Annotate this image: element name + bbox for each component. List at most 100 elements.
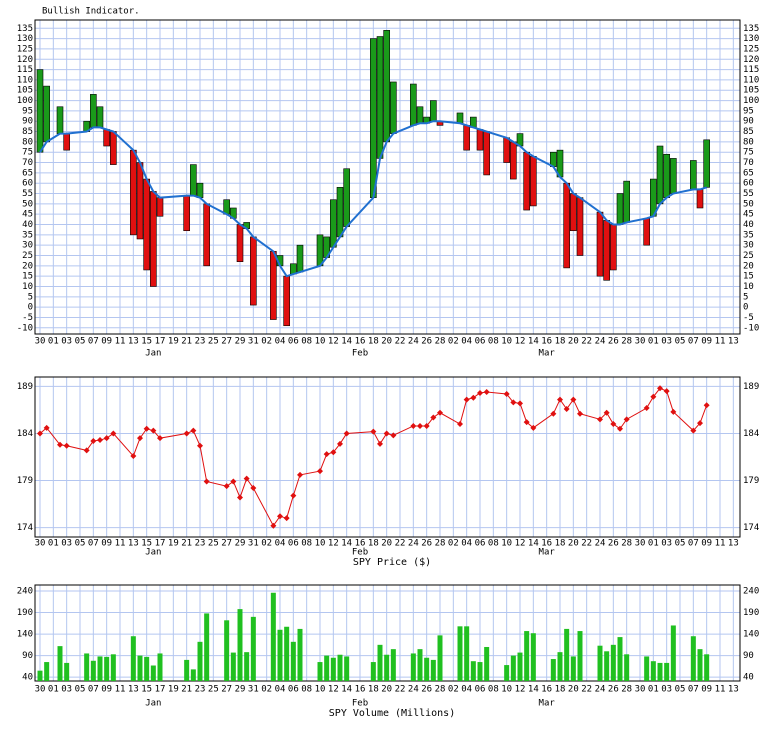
volume-bar: [337, 654, 343, 681]
y-tick-label: 85: [22, 127, 33, 137]
y-tick-label-right: 135: [743, 24, 759, 34]
indicator-bar: [416, 106, 424, 124]
x-tick-label: 14: [341, 337, 352, 347]
x-tick-label: 22: [395, 685, 406, 695]
indicator-bar: [390, 81, 397, 134]
x-tick-label: 31: [248, 685, 259, 695]
x-tick-label: 04: [275, 337, 286, 347]
y-tick-label-right: 189: [743, 382, 759, 392]
x-tick-label: 16: [541, 685, 552, 695]
y-tick-label: 20: [22, 261, 33, 271]
x-tick-label: 28: [435, 685, 446, 695]
x-tick-label: 03: [661, 685, 672, 695]
x-tick-label: 24: [408, 539, 419, 549]
price-marker: [430, 414, 437, 421]
y-tick-label-right: 140: [743, 630, 759, 640]
x-tick-label: 28: [621, 337, 632, 347]
x-tick-label: 17: [155, 539, 166, 549]
x-tick-label: 01: [48, 685, 59, 695]
x-tick-label: 05: [75, 337, 86, 347]
indicator-bar: [603, 220, 610, 281]
y-tick-label-right: 120: [743, 55, 759, 65]
volume-bar: [190, 669, 196, 681]
price-marker: [457, 421, 463, 428]
x-tick-label: 07: [88, 539, 99, 549]
y-tick-label: 125: [17, 44, 33, 54]
y-tick-label: 184: [17, 429, 33, 439]
plot-frame: [34, 376, 741, 538]
price-marker: [483, 389, 490, 396]
y-tick-label-right: 30: [743, 241, 754, 251]
y-tick-label: 55: [22, 189, 33, 199]
x-tick-label: 12: [515, 685, 526, 695]
price-marker: [523, 419, 530, 426]
x-tick-label: 10: [501, 685, 512, 695]
y-tick-label: -5: [22, 313, 33, 323]
volume-bar: [137, 655, 143, 681]
x-tick-label: 26: [608, 685, 619, 695]
volume-bar: [150, 665, 156, 681]
volume-bar: [410, 653, 416, 681]
x-tick-label: 06: [288, 337, 299, 347]
indicator-bar: [110, 131, 117, 165]
indicator-bar: [156, 197, 164, 217]
x-tick-label: 26: [421, 539, 432, 549]
x-tick-label: 30: [635, 337, 646, 347]
month-label: Mar: [539, 699, 556, 709]
volume-bar: [284, 626, 290, 681]
x-tick-label: 16: [541, 539, 552, 549]
x-tick-label: 07: [88, 685, 99, 695]
price-marker: [697, 420, 703, 427]
price-marker: [330, 449, 337, 456]
x-tick-label: 08: [301, 685, 312, 695]
volume-bar: [417, 649, 423, 681]
y-tick-label-right: 75: [743, 148, 754, 158]
price-marker: [390, 432, 397, 439]
price-marker: [663, 388, 670, 395]
x-tick-label: 25: [208, 539, 219, 549]
y-tick-label: 115: [17, 65, 33, 75]
y-tick-label: 130: [17, 34, 33, 44]
indicator-bar: [343, 168, 350, 227]
volume-bar: [370, 662, 376, 681]
x-tick-label: 20: [381, 539, 392, 549]
x-tick-label: 05: [675, 539, 686, 549]
y-tick-label: 100: [17, 96, 33, 106]
x-tick-label: 07: [688, 685, 699, 695]
x-tick-label: 11: [715, 337, 726, 347]
price-marker: [97, 437, 103, 444]
x-tick-label: 03: [61, 539, 72, 549]
x-tick-label: 15: [141, 685, 152, 695]
price-marker: [517, 400, 523, 407]
price-marker: [270, 522, 277, 529]
x-tick-label: 20: [568, 685, 579, 695]
volume-bar: [290, 641, 296, 681]
volume-bar: [470, 661, 476, 681]
price-marker: [650, 393, 657, 400]
y-tick-label-right: 240: [743, 587, 759, 597]
volume-bar: [624, 654, 630, 681]
y-tick-label-right: 95: [743, 106, 754, 116]
indicator-bar: [316, 234, 324, 267]
volume-bar: [204, 613, 210, 681]
plot-area: [35, 377, 740, 537]
y-tick-label: 135: [17, 24, 33, 34]
y-tick-label-right: 105: [743, 86, 759, 96]
price-marker: [503, 390, 510, 397]
month-label: Mar: [539, 548, 556, 558]
x-tick-label: 22: [581, 685, 592, 695]
y-tick-label-right: 40: [743, 673, 754, 683]
y-tick-label: 65: [22, 168, 33, 178]
indicator-bar: [43, 85, 50, 143]
volume-bar: [664, 662, 670, 681]
indicator-bar: [283, 275, 290, 327]
x-tick-label: 05: [675, 337, 686, 347]
price-marker: [703, 402, 710, 409]
price-marker: [250, 485, 257, 492]
x-tick-label: 08: [301, 539, 312, 549]
price-marker: [477, 390, 483, 396]
x-tick-label: 07: [688, 539, 699, 549]
indicator-bar: [236, 224, 244, 262]
volume-bar: [430, 659, 436, 681]
